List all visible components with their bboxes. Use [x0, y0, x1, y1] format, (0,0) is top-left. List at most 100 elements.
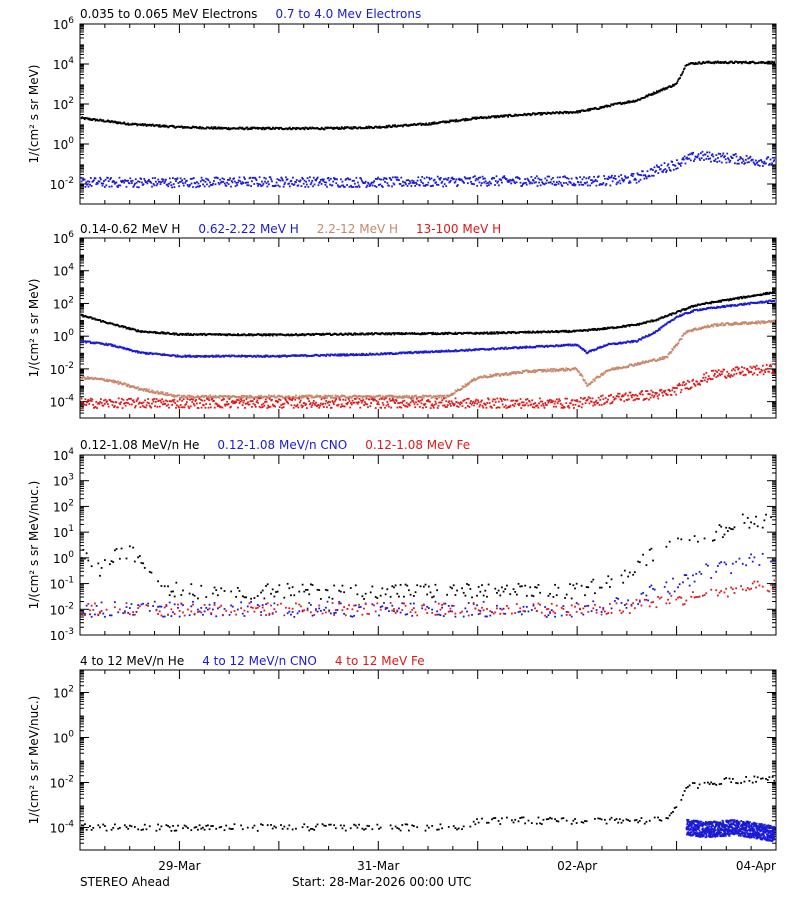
data-point: [254, 177, 257, 180]
data-point: [129, 327, 132, 330]
data-point: [189, 184, 191, 186]
data-point: [447, 394, 450, 397]
data-point: [264, 355, 266, 358]
data-point: [744, 60, 747, 63]
data-point: [172, 177, 174, 180]
data-point: [431, 333, 434, 336]
data-point: [501, 332, 504, 335]
data-point: [385, 178, 388, 180]
data-point: [724, 60, 727, 63]
data-point: [467, 383, 470, 386]
data-point: [292, 176, 294, 179]
data-point: [339, 354, 342, 357]
data-point: [539, 113, 542, 116]
data-point: [130, 349, 133, 352]
data-point: [298, 180, 301, 183]
data-point: [221, 395, 224, 398]
plot-area: [81, 290, 775, 410]
data-point: [136, 186, 139, 189]
data-point: [422, 396, 425, 399]
data-point: [89, 177, 92, 179]
data-point: [680, 162, 683, 164]
data-point: [312, 185, 314, 188]
data-point: [408, 352, 411, 354]
data-point: [254, 176, 256, 179]
data-point: [505, 372, 508, 375]
data-point: [310, 127, 313, 130]
data-point: [195, 126, 198, 128]
data-point: [240, 394, 243, 397]
data-point: [583, 176, 585, 179]
data-point: [714, 60, 717, 63]
data-point: [743, 322, 746, 325]
data-point: [333, 177, 335, 179]
data-point: [268, 333, 270, 335]
data-point: [586, 330, 589, 332]
data-point: [398, 179, 400, 182]
data-point: [567, 331, 570, 334]
data-point: [375, 186, 378, 188]
data-point: [137, 329, 139, 332]
data-point: [676, 167, 679, 170]
data-point: [365, 186, 368, 189]
data-point: [763, 160, 766, 163]
data-point: [428, 176, 431, 179]
data-point: [175, 178, 178, 181]
data-point: [98, 180, 101, 183]
data-point: [284, 396, 287, 399]
data-point: [273, 394, 276, 397]
data-point: [545, 182, 547, 185]
data-point: [666, 164, 669, 167]
data-point: [455, 178, 458, 181]
data-point: [532, 179, 535, 182]
data-point: [148, 388, 150, 391]
data-point: [340, 395, 342, 398]
data-point: [758, 164, 761, 167]
data-point: [525, 181, 527, 184]
data-point: [508, 180, 511, 183]
data-point: [774, 321, 775, 324]
data-point: [754, 163, 756, 166]
data-point: [311, 395, 314, 398]
data-point: [237, 355, 239, 358]
data-point: [261, 128, 263, 131]
data-point: [659, 317, 662, 320]
data-point: [151, 185, 153, 188]
data-point: [628, 364, 630, 367]
data-point: [319, 333, 322, 336]
data-point: [86, 377, 88, 380]
data-point: [576, 368, 578, 371]
data-point: [430, 177, 433, 180]
data-point: [665, 171, 667, 173]
data-point: [353, 332, 356, 335]
data-point: [115, 181, 118, 184]
data-point: [453, 333, 456, 335]
data-point: [550, 370, 553, 373]
series-legend-label: 0.035 to 0.065 MeV Electrons: [80, 7, 257, 21]
series-points: [81, 60, 775, 131]
data-point: [503, 115, 506, 118]
data-point: [440, 182, 443, 184]
data-point: [693, 63, 696, 66]
data-point: [528, 180, 530, 183]
data-point: [523, 182, 526, 185]
data-point: [769, 299, 772, 302]
data-point: [696, 155, 699, 158]
data-point: [736, 162, 739, 165]
data-point: [667, 353, 670, 356]
data-point: [337, 128, 340, 131]
data-point: [577, 181, 580, 184]
data-point: [724, 155, 726, 158]
data-point: [562, 182, 565, 184]
data-point: [156, 182, 159, 185]
data-point: [264, 395, 267, 398]
data-point: [443, 121, 446, 124]
data-point: [613, 177, 616, 180]
data-point: [370, 181, 373, 184]
data-point: [472, 176, 475, 179]
data-point: [482, 332, 485, 335]
data-point: [451, 176, 454, 179]
data-point: [602, 327, 605, 329]
data-point: [429, 178, 431, 181]
data-point: [620, 174, 623, 176]
